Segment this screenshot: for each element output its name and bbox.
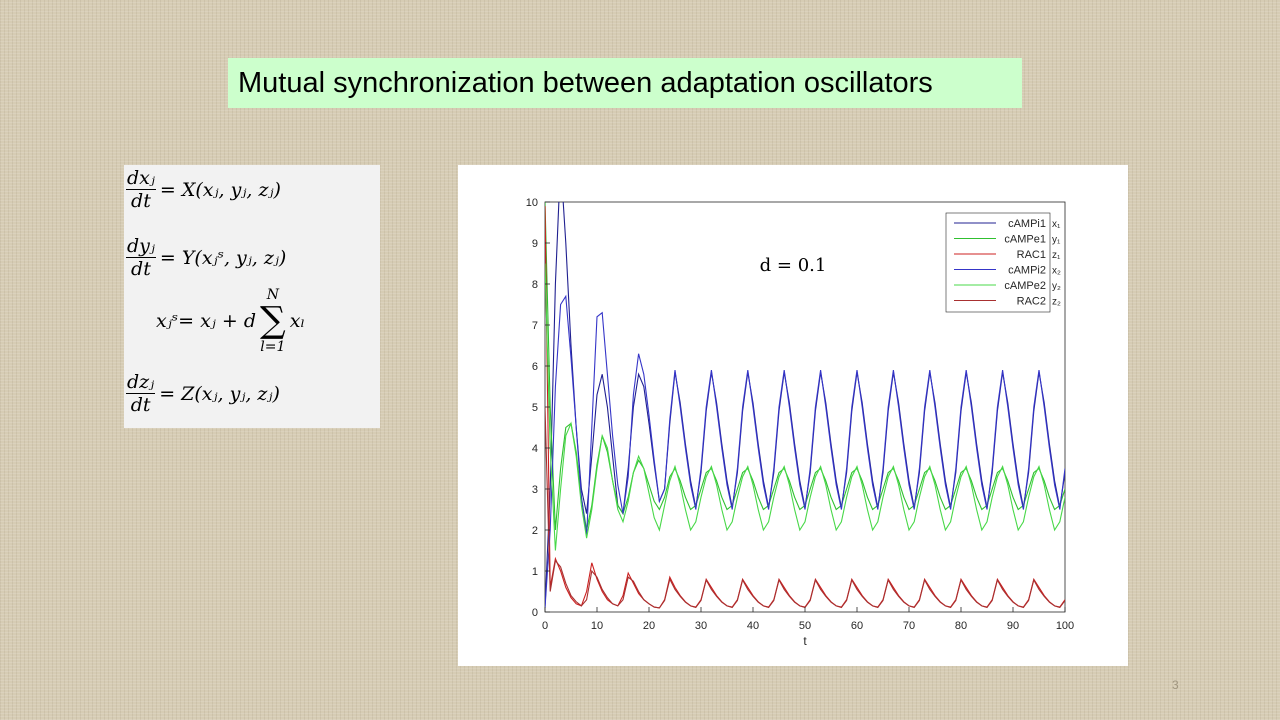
y-tick-label: 9: [532, 238, 538, 250]
rhs: = Y(xⱼˢ, yⱼ, zⱼ): [159, 246, 287, 269]
legend-label: RAC1: [1017, 249, 1046, 261]
sum: ∑: [260, 300, 286, 341]
numerator: dxⱼ: [126, 167, 156, 190]
y-tick-label: 8: [532, 279, 538, 291]
x-tick-label: 0: [542, 620, 548, 632]
x-tick-label: 60: [851, 620, 863, 632]
numerator: dzⱼ: [126, 371, 156, 394]
series-line: [545, 263, 1065, 551]
legend-label: cAMPi1: [1008, 218, 1046, 230]
legend-side-label: z₁: [1052, 250, 1061, 261]
equations: dxⱼ dt = X(xⱼ, yⱼ, zⱼ) dyⱼ dt = Y(xⱼˢ, yⱼ,…: [124, 165, 380, 428]
series-line: [545, 294, 1065, 608]
legend-side-label: x₂: [1052, 266, 1061, 277]
legend-label: cAMPi2: [1008, 265, 1046, 277]
y-tick-label: 7: [532, 320, 538, 332]
y-tick-label: 3: [532, 484, 538, 496]
equation: dzⱼ dt = Z(xⱼ, yⱼ, zⱼ): [126, 371, 280, 416]
x-tick-label: 100: [1056, 620, 1074, 632]
denominator: dt: [131, 190, 151, 212]
x-tick-label: 50: [799, 620, 811, 632]
legend-side-label: x₁: [1052, 219, 1061, 230]
legend-label: RAC2: [1017, 296, 1046, 308]
rhs: = X(xⱼ, yⱼ, zⱼ): [159, 178, 281, 201]
x-tick-label: 70: [903, 620, 915, 632]
legend-side-label: y₁: [1052, 235, 1061, 246]
x-tick-label: 20: [643, 620, 655, 632]
x-tick-label: 30: [695, 620, 707, 632]
x-tick-label: 40: [747, 620, 759, 632]
y-tick-label: 0: [532, 607, 538, 619]
rhs: = Z(xⱼ, yⱼ, zⱼ): [159, 382, 280, 405]
equation: xⱼˢ= xⱼ + d N ∑ l=1 xₗ: [156, 287, 305, 355]
numerator: dyⱼ: [126, 235, 156, 258]
legend-side-label: z₂: [1052, 297, 1061, 308]
sum-top: N: [266, 287, 279, 303]
legend-label: cAMPe1: [1004, 234, 1046, 246]
denominator: dt: [131, 258, 151, 280]
legend-label: cAMPe2: [1004, 280, 1046, 292]
annotation: d = 0.1: [760, 255, 827, 276]
sum-bottom: l=1: [260, 339, 286, 355]
equation: dxⱼ dt = X(xⱼ, yⱼ, zⱼ): [126, 167, 281, 212]
lhs: xⱼˢ= xⱼ + d: [156, 310, 256, 332]
legend-side-label: y₂: [1052, 281, 1061, 292]
y-tick-label: 1: [532, 566, 538, 578]
rhs: xₗ: [289, 310, 306, 332]
legend-box: [945, 212, 1051, 313]
slide-title: Mutual synchronization between adaptatio…: [228, 58, 1022, 108]
x-tick-label: 10: [591, 620, 603, 632]
y-tick-label: 6: [532, 361, 538, 373]
y-tick-label: 5: [532, 402, 538, 414]
page-number: 3: [1172, 678, 1179, 692]
y-tick-label: 10: [526, 197, 538, 209]
y-tick-label: 4: [532, 443, 538, 455]
x-axis-label: t: [803, 634, 807, 648]
x-tick-label: 80: [955, 620, 967, 632]
y-tick-label: 2: [532, 525, 538, 537]
denominator: dt: [130, 394, 151, 416]
x-tick-label: 90: [1007, 620, 1019, 632]
equation: dyⱼ dt = Y(xⱼˢ, yⱼ, zⱼ): [126, 235, 286, 280]
